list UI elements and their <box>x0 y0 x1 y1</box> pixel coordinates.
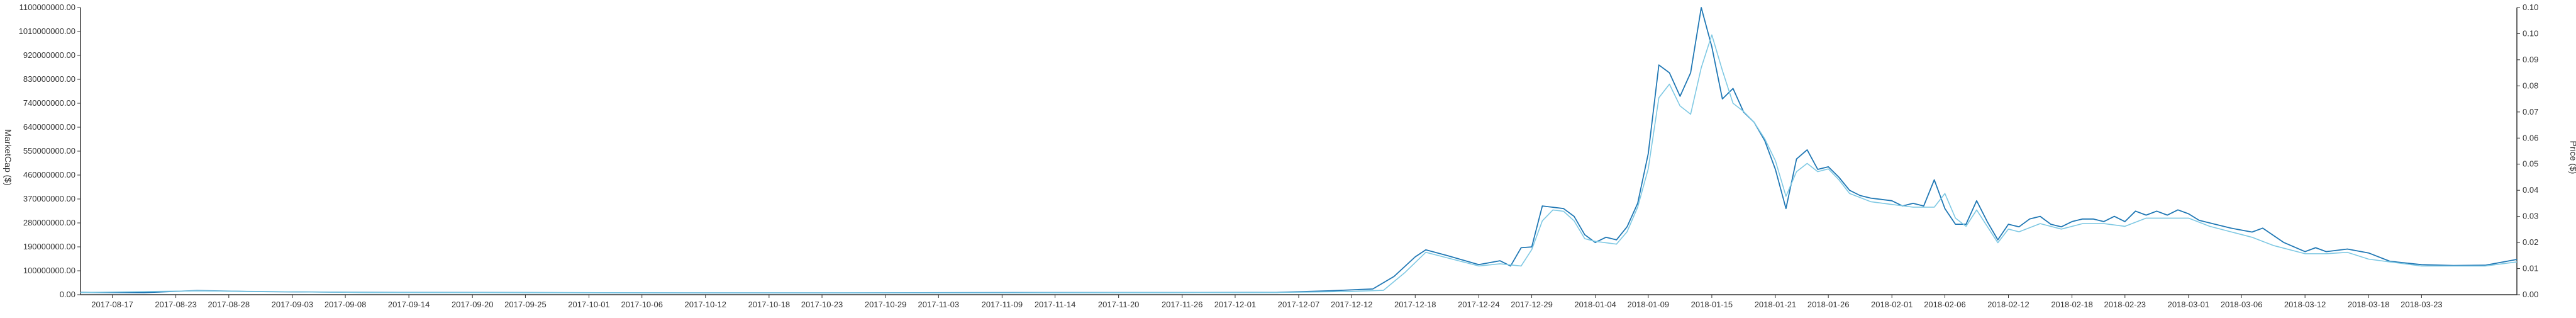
x-tick-label: 2018-02-18 <box>2051 300 2093 309</box>
x-tick-label: 2017-10-06 <box>621 300 663 309</box>
x-tick-label: 2018-03-06 <box>2221 300 2263 309</box>
x-tick-label: 2017-11-14 <box>1035 300 1076 309</box>
y-right-tick-label: 0.10 <box>2523 28 2538 38</box>
y-right-tick-label: 0.02 <box>2523 237 2538 247</box>
x-tick-label: 2017-12-29 <box>1511 300 1553 309</box>
x-tick-label: 2018-03-18 <box>2348 300 2390 309</box>
x-tick-label: 2017-11-03 <box>918 300 960 309</box>
x-tick-label: 2018-02-06 <box>1924 300 1966 309</box>
y-left-tick-label: 640000000.00 <box>23 122 75 132</box>
x-tick-label: 2017-12-12 <box>1331 300 1373 309</box>
y-right-tick-label: 0.04 <box>2523 185 2538 195</box>
x-tick-label: 2018-02-01 <box>1871 300 1913 309</box>
x-tick-label: 2017-11-26 <box>1162 300 1203 309</box>
marketcap-series-line <box>80 7 2518 294</box>
y-right-tick-label: 0.06 <box>2523 133 2538 142</box>
y-right-tick-label: 0.00 <box>2523 290 2538 299</box>
x-tick-label: 2017-11-20 <box>1098 300 1140 309</box>
x-tick-label: 2018-01-15 <box>1691 300 1733 309</box>
x-tick-label: 2017-12-24 <box>1458 300 1500 309</box>
x-tick-label: 2017-09-03 <box>272 300 314 309</box>
x-tick-label: 2017-08-23 <box>155 300 197 309</box>
x-tick-label: 2017-12-01 <box>1214 300 1257 309</box>
y-left-tick-label: 740000000.00 <box>23 98 75 108</box>
y-left-tick-label: 920000000.00 <box>23 50 75 60</box>
x-tick-label: 2017-10-29 <box>865 300 907 309</box>
y-right-tick-label: 0.01 <box>2523 264 2538 273</box>
y-left-tick-label: 370000000.00 <box>23 194 75 203</box>
y-left-tick-label: 830000000.00 <box>23 74 75 84</box>
x-tick-label: 2017-11-09 <box>982 300 1023 309</box>
x-tick-label: 2017-08-17 <box>91 300 133 309</box>
x-tick-label: 2017-10-18 <box>748 300 791 309</box>
x-tick-label: 2017-09-14 <box>388 300 430 309</box>
y-left-tick-label: 1100000000.00 <box>19 3 75 12</box>
y-left-tick-label: 550000000.00 <box>23 146 75 156</box>
y-right-tick-label: 0.05 <box>2523 159 2538 169</box>
x-tick-label: 2017-12-18 <box>1394 300 1436 309</box>
price-series-line <box>80 34 2518 293</box>
y-left-tick-label: 0.00 <box>60 290 75 299</box>
y-left-tick-label: 190000000.00 <box>23 242 75 251</box>
x-tick-label: 2018-03-01 <box>2168 300 2210 309</box>
x-tick-label: 2018-03-23 <box>2401 300 2443 309</box>
y-left-tick-label: 460000000.00 <box>23 170 75 179</box>
y-right-tick-label: 0.08 <box>2523 81 2538 90</box>
x-tick-label: 2018-01-04 <box>1574 300 1616 309</box>
y-right-tick-label: 0.03 <box>2523 212 2538 221</box>
x-tick-label: 2017-10-12 <box>685 300 727 309</box>
series-layer <box>80 7 2518 294</box>
x-tick-label: 2018-01-21 <box>1755 300 1797 309</box>
x-tick-label: 2018-01-09 <box>1628 300 1670 309</box>
x-tick-label: 2017-10-01 <box>568 300 610 309</box>
y-left-tick-label: 280000000.00 <box>23 218 75 227</box>
y-axis-title-left: MarketCap ($) <box>3 129 13 185</box>
y-right-tick-label: 0.07 <box>2523 107 2538 116</box>
x-tick-label: 2017-09-20 <box>452 300 494 309</box>
y-left-tick-label: 100000000.00 <box>23 266 75 275</box>
x-tick-label: 2018-02-12 <box>1987 300 2029 309</box>
x-tick-label: 2017-08-28 <box>208 300 250 309</box>
x-tick-label: 2018-03-12 <box>2284 300 2326 309</box>
axes-layer: 0.00 100000000.00 190000000.00 280000000.00… <box>19 3 2539 309</box>
y-axis-title-right: Price ($) <box>2568 141 2576 174</box>
y-right-tick-label: 0.10 <box>2523 3 2538 12</box>
x-tick-label: 2017-09-08 <box>325 300 367 309</box>
x-tick-label: 2017-12-07 <box>1278 300 1320 309</box>
x-tick-label: 2018-01-26 <box>1807 300 1850 309</box>
y-left-tick-label: 1010000000.00 <box>19 26 75 36</box>
x-tick-label: 2018-02-23 <box>2104 300 2146 309</box>
x-tick-label: 2017-09-25 <box>504 300 547 309</box>
x-tick-label: 2017-10-23 <box>801 300 843 309</box>
y-right-tick-label: 0.09 <box>2523 55 2538 64</box>
